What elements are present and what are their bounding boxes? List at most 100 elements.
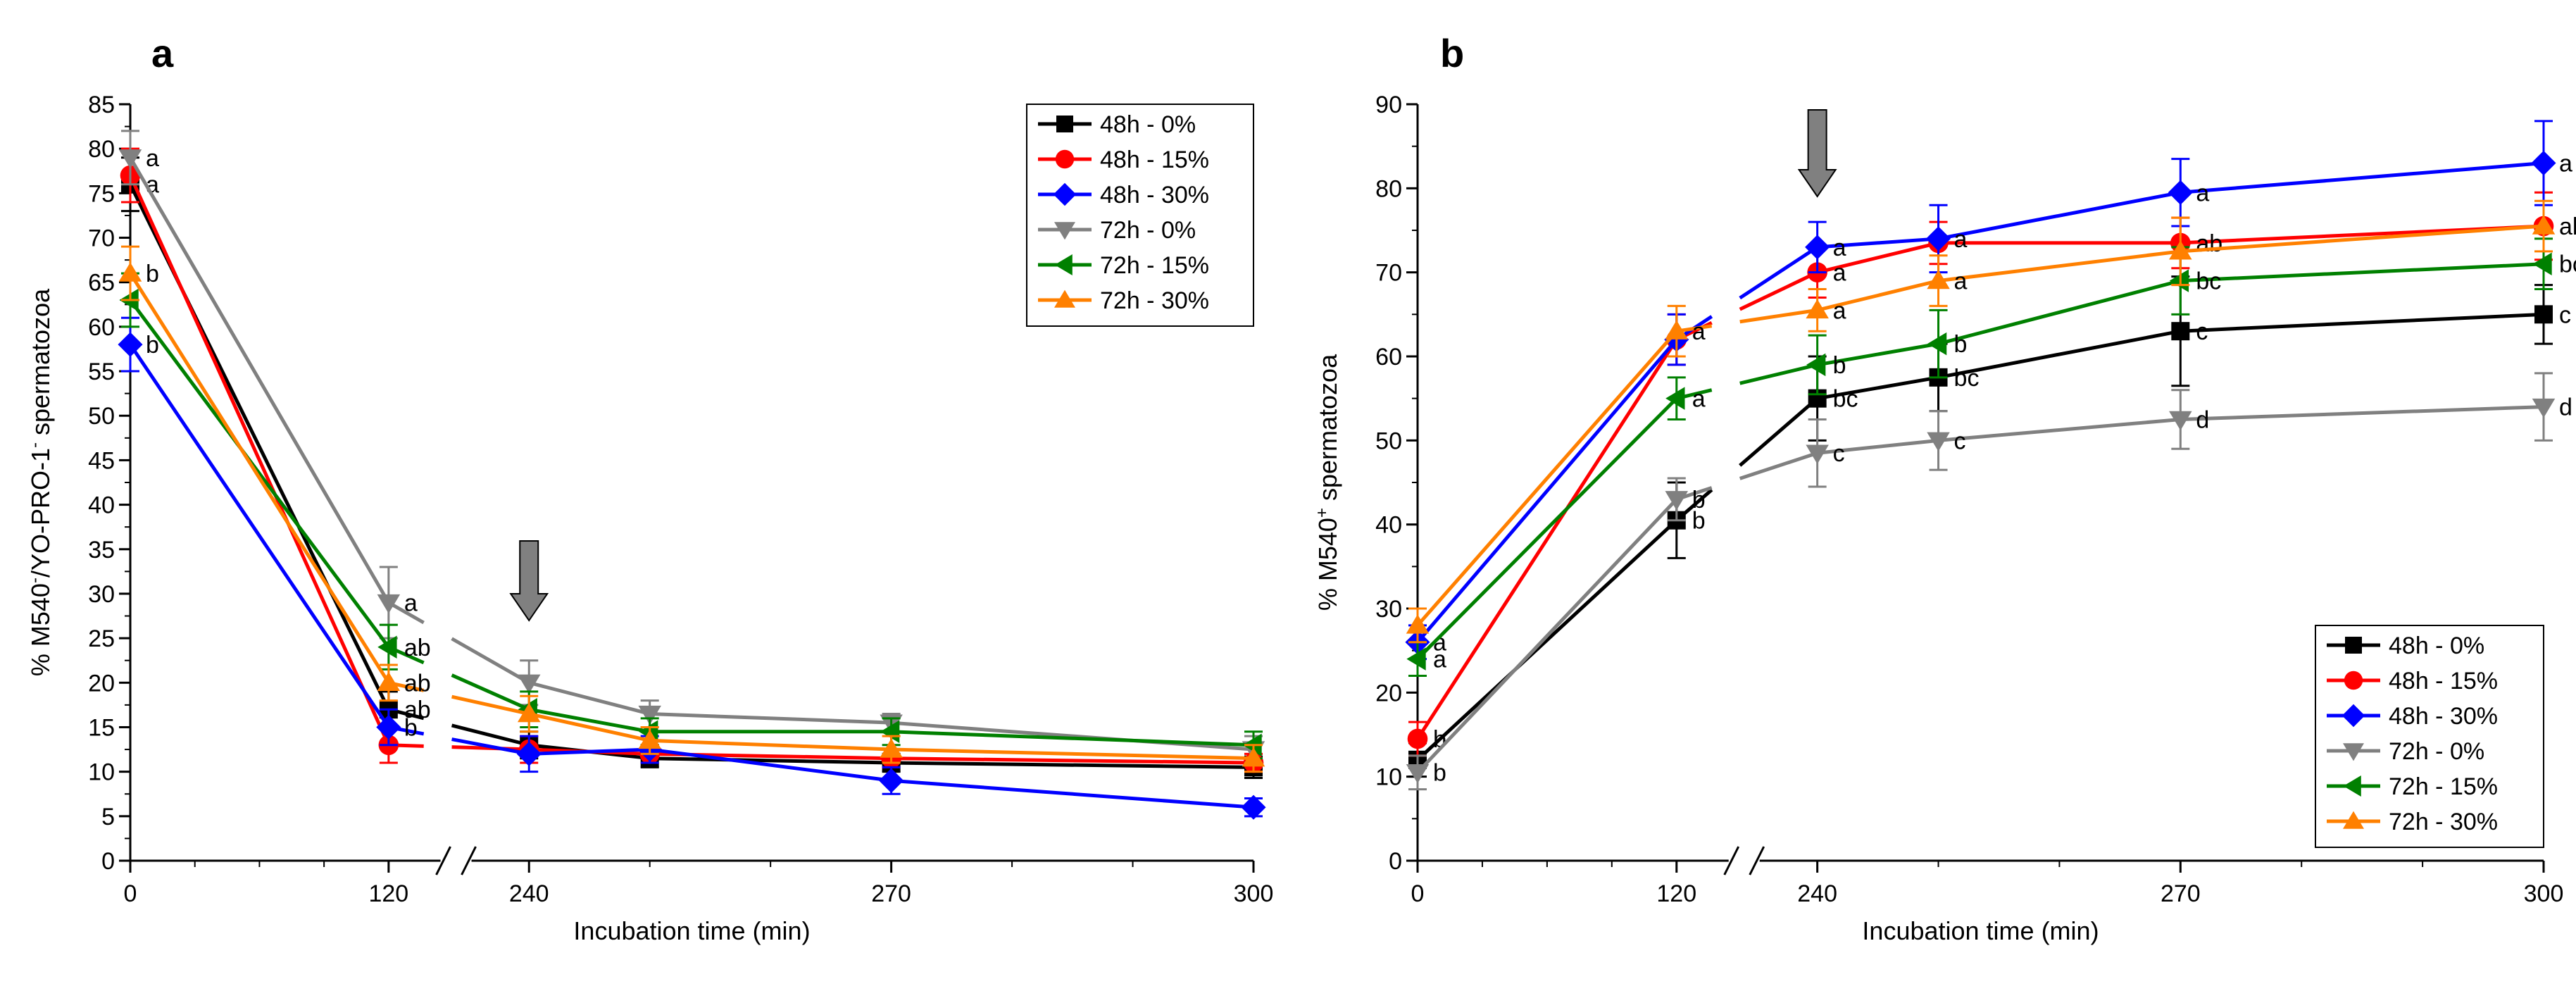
legend-entry: 48h - 30% xyxy=(2327,703,2498,730)
legend-label: 48h - 30% xyxy=(1100,182,1209,208)
significance-label: b xyxy=(1433,760,1446,787)
legend-marker xyxy=(1056,150,1074,168)
significance-label: a xyxy=(404,590,418,617)
significance-label: bc xyxy=(2196,268,2221,295)
y-tick-label: 30 xyxy=(88,581,115,608)
legend-marker xyxy=(1056,116,1073,132)
significance-label: a xyxy=(1692,386,1706,413)
y-tick-label: 50 xyxy=(88,403,115,430)
significance-label: ab xyxy=(404,670,431,697)
significance-label: bc xyxy=(1954,365,1980,392)
legend-label: 72h - 0% xyxy=(2389,738,2484,765)
y-axis-label-superscript: + xyxy=(1313,508,1332,518)
y-tick-label: 60 xyxy=(1375,344,1402,370)
significance-label: a xyxy=(1833,260,1846,287)
y-axis-label-part: spermatozoa xyxy=(26,288,55,442)
y-axis-label-superscript: - xyxy=(25,442,44,448)
legend-entry: 48h - 30% xyxy=(1038,182,1209,208)
legend-label: 72h - 30% xyxy=(1100,287,1209,314)
significance-label: a xyxy=(1954,268,1968,295)
y-tick-label: 75 xyxy=(88,180,115,207)
y-axis-label-part: % M540 xyxy=(26,583,55,676)
y-tick-label: 55 xyxy=(88,359,115,385)
y-tick-label: 10 xyxy=(1375,764,1402,791)
y-tick-label: 35 xyxy=(88,537,115,563)
y-tick-label: 70 xyxy=(1375,260,1402,287)
x-tick-label: 120 xyxy=(368,880,408,907)
y-tick-label: 25 xyxy=(88,625,115,652)
x-tick-label: 270 xyxy=(2161,880,2201,907)
x-tick-label: 300 xyxy=(2524,880,2564,907)
data-point xyxy=(2171,322,2189,340)
y-tick-label: 45 xyxy=(88,447,115,474)
y-tick-label: 40 xyxy=(1375,512,1402,539)
significance-label: a xyxy=(1692,318,1706,345)
panel-letter: a xyxy=(151,31,174,75)
y-tick-label: 65 xyxy=(88,270,115,297)
y-tick-label: 70 xyxy=(88,225,115,252)
y-tick-label: 80 xyxy=(1375,175,1402,202)
legend-label: 72h - 15% xyxy=(1100,252,1209,279)
x-tick-label: 270 xyxy=(871,880,911,907)
y-axis-label-part: % M540 xyxy=(1313,518,1342,611)
legend-marker xyxy=(2345,637,2362,654)
x-tick-label: 120 xyxy=(1656,880,1696,907)
x-tick-label: 240 xyxy=(509,880,549,907)
significance-label: c xyxy=(1954,428,1966,454)
legend-label: 48h - 15% xyxy=(2389,668,2498,694)
y-tick-label: 20 xyxy=(1375,680,1402,706)
data-point xyxy=(2534,305,2553,323)
y-tick-label: 15 xyxy=(88,714,115,741)
legend-marker xyxy=(2344,671,2363,690)
significance-label: a xyxy=(146,145,159,172)
significance-label: b xyxy=(1954,331,1968,358)
x-tick-label: 300 xyxy=(1234,880,1274,907)
y-axis-label: % M540+ spermatozoa xyxy=(1313,354,1343,611)
x-axis-label: Incubation time (min) xyxy=(573,916,810,945)
significance-label: a xyxy=(2559,151,2572,177)
significance-label: c xyxy=(2196,318,2208,345)
data-point xyxy=(1408,729,1428,749)
x-axis-label: Incubation time (min) xyxy=(1862,916,2099,945)
y-tick-label: 20 xyxy=(88,670,115,697)
y-axis-label-superscript: - xyxy=(25,578,44,583)
significance-label: b xyxy=(1833,352,1846,379)
significance-label: b xyxy=(1692,487,1706,513)
significance-label: ab xyxy=(2559,213,2576,240)
significance-label: b xyxy=(404,714,418,741)
significance-label: d xyxy=(2196,407,2209,434)
significance-label: c xyxy=(2559,301,2571,328)
significance-label: bc xyxy=(2559,251,2576,278)
legend-label: 72h - 15% xyxy=(2389,773,2498,800)
significance-label: a xyxy=(2196,180,2209,206)
y-tick-label: 0 xyxy=(1389,848,1402,875)
y-tick-label: 50 xyxy=(1375,428,1402,454)
legend-label: 72h - 30% xyxy=(2389,809,2498,835)
significance-label: a xyxy=(1833,297,1846,324)
y-tick-label: 40 xyxy=(88,492,115,519)
legend-label: 48h - 0% xyxy=(2389,632,2484,659)
panel-letter: b xyxy=(1440,31,1464,75)
x-tick-label: 0 xyxy=(124,880,137,907)
significance-label: b xyxy=(146,261,159,287)
y-tick-label: 90 xyxy=(1375,92,1402,118)
significance-label: c xyxy=(1833,440,1845,467)
y-tick-label: 0 xyxy=(101,848,115,875)
y-tick-label: 80 xyxy=(88,136,115,163)
y-tick-label: 85 xyxy=(88,92,115,118)
significance-label: a xyxy=(1433,647,1446,673)
significance-label: ab xyxy=(2196,230,2222,257)
y-tick-label: 60 xyxy=(88,314,115,341)
legend-label: 48h - 0% xyxy=(1100,111,1196,138)
legend: 48h - 0% 48h - 15% 48h - 30% 72h - 0% 72h - … xyxy=(2315,625,2544,847)
legend: 48h - 0%48h - 15%48h - 30%72h - 0%72h - … xyxy=(1027,104,1253,326)
y-axis-label-part: /YO-PRO-1 xyxy=(26,448,55,578)
significance-label: d xyxy=(2559,394,2572,421)
y-tick-label: 30 xyxy=(1375,596,1402,623)
x-tick-label: 0 xyxy=(1411,880,1425,907)
legend-label: 48h - 30% xyxy=(2389,703,2498,730)
significance-label: a xyxy=(1833,235,1846,261)
x-tick-label: 240 xyxy=(1797,880,1837,907)
